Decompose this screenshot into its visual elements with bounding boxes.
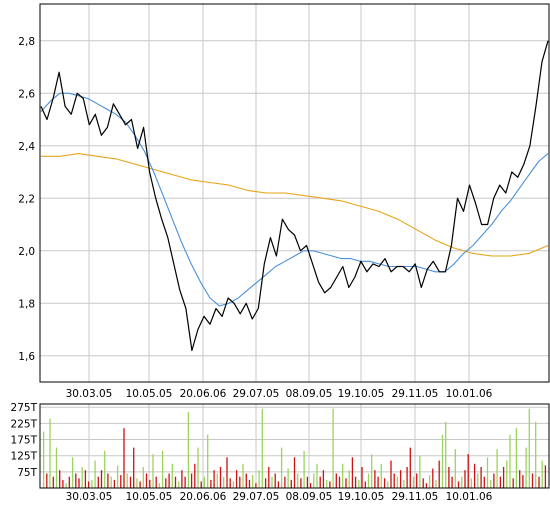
price-x-tick-label: 30.03.05 (66, 388, 113, 400)
price-y-tick-label: 2,8 (18, 36, 35, 48)
price-x-tick-label: 29.07.05 (233, 388, 280, 400)
volume-y-tick-label: 275T (11, 402, 38, 414)
volume-x-tick-label: 10.01.06 (446, 491, 493, 503)
volume-x-tick-label: 20.06.06 (180, 491, 227, 503)
volume-grid (40, 404, 549, 488)
moving-average-short-line (40, 92, 549, 307)
volume-x-tick-label: 10.05.05 (126, 491, 173, 503)
moving-average-long-line (41, 153, 549, 257)
price-y-tick-label: 2,6 (18, 88, 35, 100)
volume-x-tick-label: 08.09.05 (286, 491, 333, 503)
volume-x-tick-label: 30.03.05 (66, 491, 113, 503)
volume-y-tick-label: 125T (11, 451, 38, 463)
price-lines (40, 40, 549, 352)
price-x-tick-label: 08.09.05 (286, 388, 333, 400)
price-x-tick-label: 20.06.06 (180, 388, 227, 400)
price-y-tick-label: 2,4 (18, 141, 35, 153)
volume-bars (42, 408, 547, 488)
volume-x-tick-label: 19.10.05 (338, 491, 385, 503)
price-y-tick-label: 1,8 (18, 298, 35, 310)
volume-y-axis: 75T 125T 175T 225T 275T (11, 402, 38, 479)
price-y-tick-label: 2,0 (18, 246, 35, 258)
volume-y-tick-label: 175T (11, 435, 38, 447)
price-x-tick-label: 10.05.05 (126, 388, 173, 400)
price-y-tick-label: 2,2 (18, 193, 35, 205)
volume-y-tick-label: 75T (17, 467, 37, 479)
volume-x-tick-label: 29.07.05 (233, 491, 280, 503)
price-grid (40, 4, 549, 382)
price-plot-frame (39, 3, 550, 383)
price-x-tick-label: 29.11.05 (392, 388, 439, 400)
volume-plot-frame (39, 403, 550, 489)
price-x-tick-label: 19.10.05 (338, 388, 385, 400)
price-y-tick-label: 1,6 (18, 351, 35, 363)
volume-x-axis: 30.03.05 10.05.05 20.06.06 29.07.05 08.09.05… (66, 491, 493, 503)
price-line (40, 40, 549, 352)
price-x-tick-label: 10.01.06 (446, 388, 493, 400)
volume-x-tick-label: 29.11.05 (392, 491, 439, 503)
volume-y-tick-label: 225T (11, 418, 38, 430)
price-y-axis: 1,6 1,8 2,0 2,2 2,4 2,6 2,8 30.03.05 10.05.05 20.… (18, 36, 492, 400)
